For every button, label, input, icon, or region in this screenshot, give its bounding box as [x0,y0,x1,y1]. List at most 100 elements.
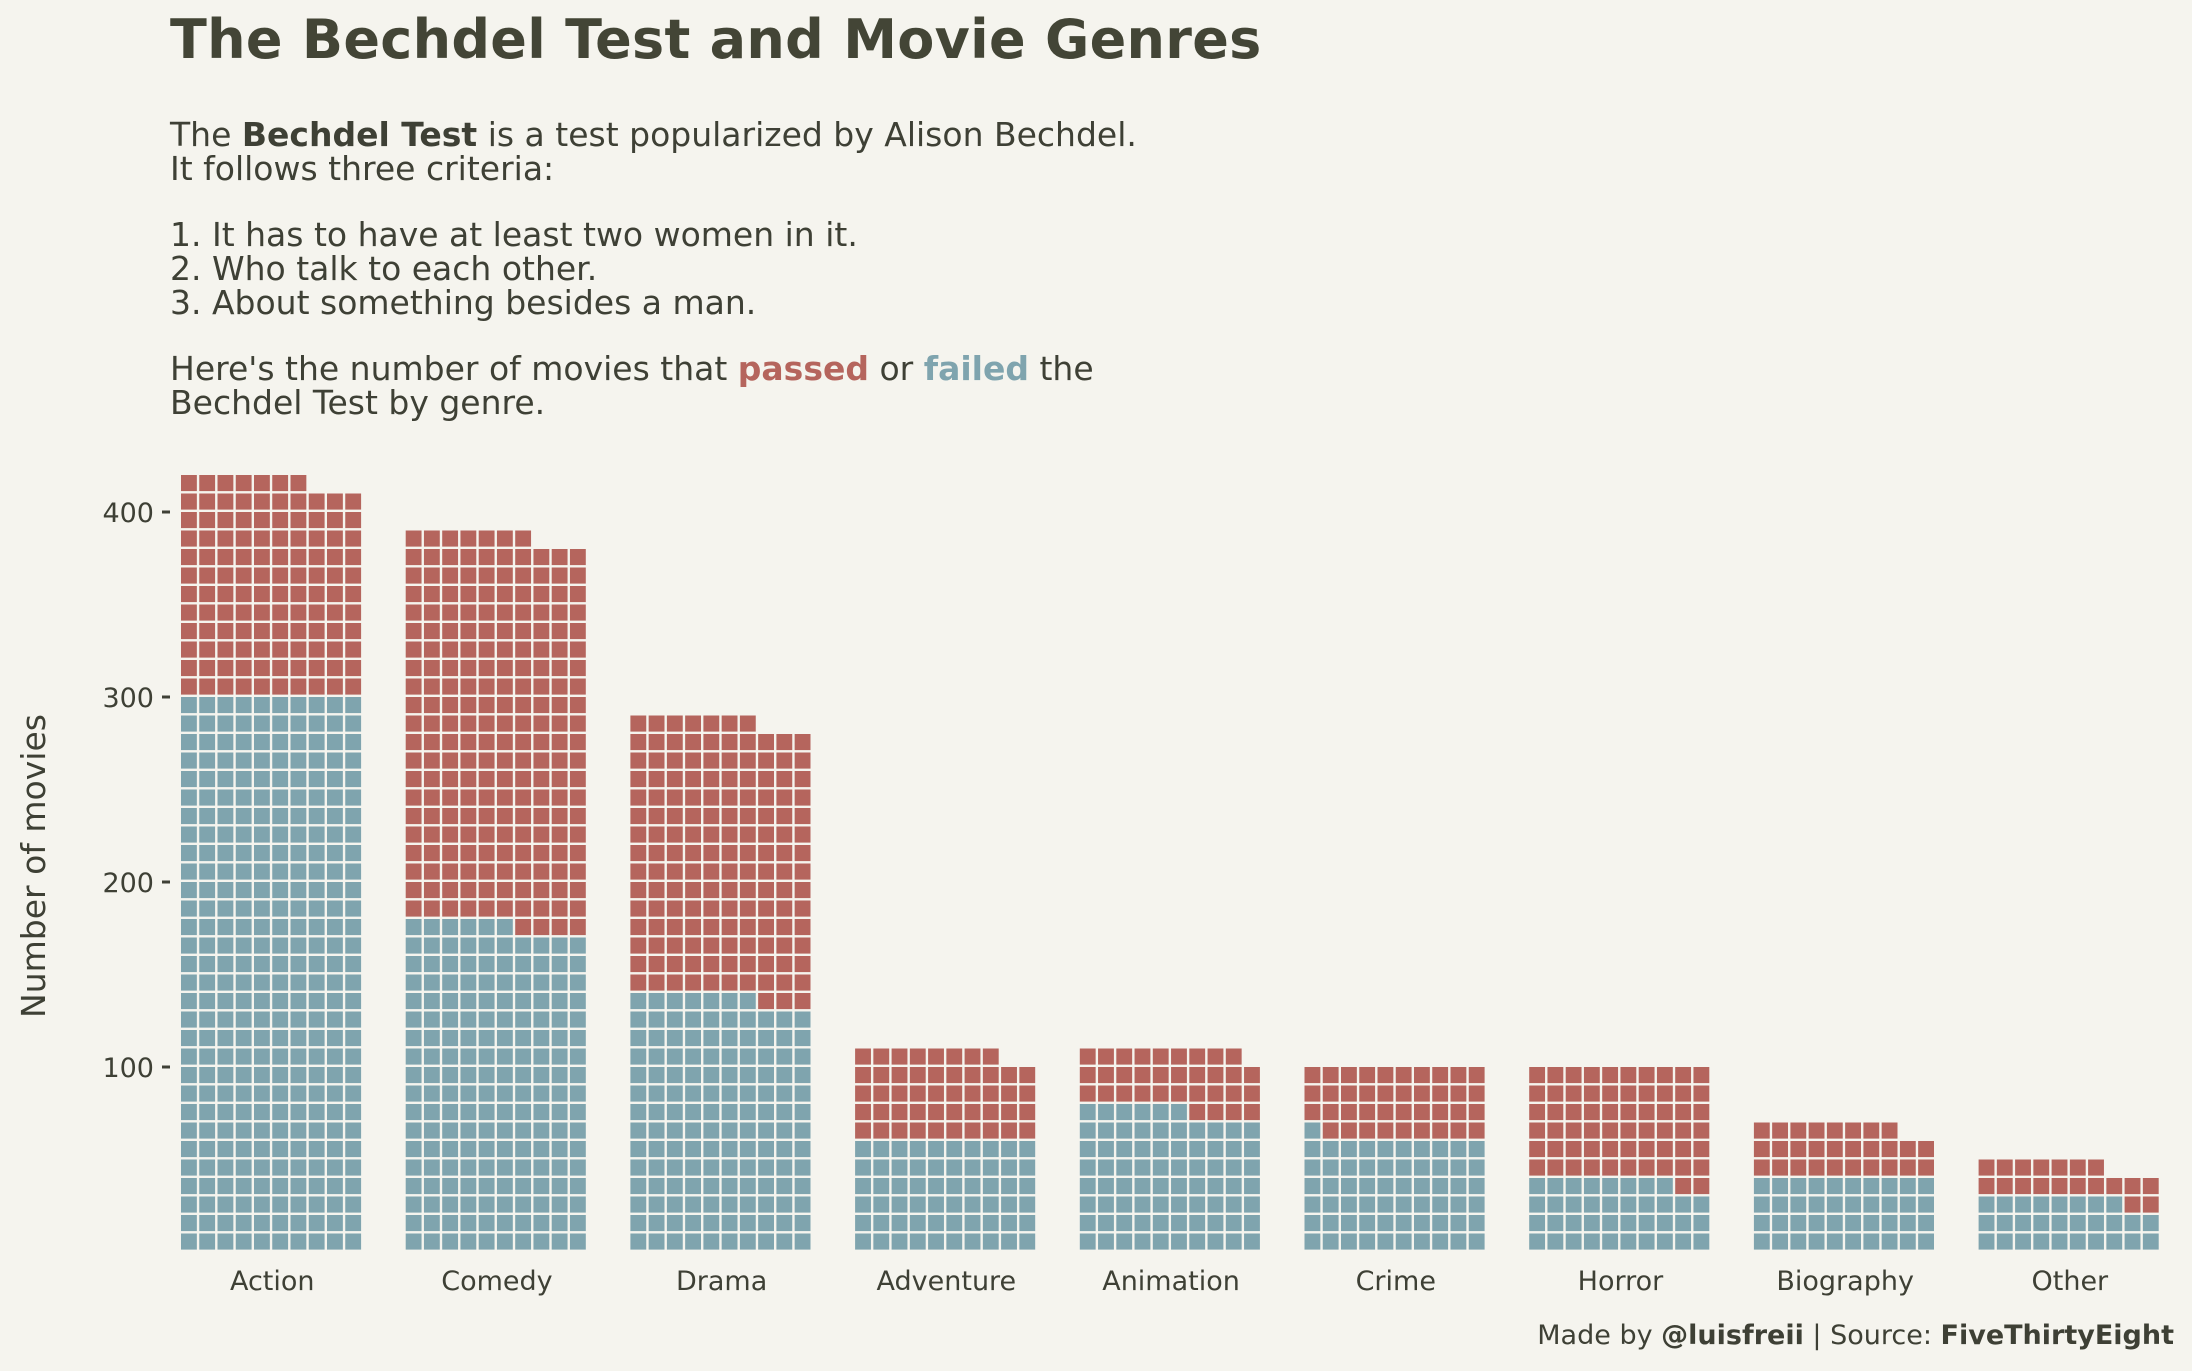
square-failed [235,826,252,843]
square-failed [891,1178,908,1195]
square-failed [290,1159,307,1176]
square-failed [1583,1178,1600,1195]
square-failed [533,937,550,954]
square-passed [515,678,532,695]
square-failed [308,808,325,825]
square-failed [569,1215,586,1232]
square-failed [327,1011,343,1028]
square-failed [909,1178,926,1195]
square-failed [758,1048,774,1065]
square-failed [217,1048,234,1065]
square-passed [478,567,495,584]
square-passed [776,863,793,880]
square-failed [515,956,532,973]
square-passed [478,863,495,880]
square-failed [794,1030,811,1047]
square-failed [703,1196,720,1213]
square-passed [551,678,568,695]
square-failed [199,752,216,769]
square-passed [1675,1085,1692,1102]
square-passed [1656,1085,1673,1102]
square-passed [685,882,701,899]
square-failed [964,1159,981,1176]
square-passed [666,956,683,973]
square-passed [1547,1122,1564,1139]
square-failed [1152,1215,1169,1232]
square-failed [217,1178,234,1195]
square-failed [630,1159,647,1176]
square-passed [1079,1048,1096,1065]
square-passed [254,678,270,695]
square-failed [703,1048,720,1065]
square-failed [1134,1141,1151,1158]
square-failed [442,1122,459,1139]
square-passed [423,845,440,862]
square-passed [515,845,532,862]
square-failed [928,1233,944,1250]
square-failed [569,993,586,1010]
square-failed [327,956,343,973]
square-failed [1547,1196,1564,1213]
square-passed [1826,1141,1843,1158]
square-failed [345,1104,362,1121]
square-failed [1322,1215,1339,1232]
square-passed [533,789,550,806]
square-failed [630,993,647,1010]
square-failed [345,771,362,788]
square-failed [666,1122,683,1139]
square-failed [630,1067,647,1084]
square-passed [551,845,568,862]
square-passed [496,789,513,806]
square-failed [290,1030,307,1047]
square-passed [533,900,550,917]
square-passed [776,900,793,917]
square-failed [776,1196,793,1213]
square-failed [666,1196,683,1213]
square-passed [1019,1122,1036,1139]
square-passed [515,919,532,936]
square-passed [855,1122,871,1139]
square-failed [181,826,197,843]
square-failed [776,1141,793,1158]
square-passed [946,1122,963,1139]
square-failed [739,1233,756,1250]
square-failed [1001,1233,1017,1250]
square-passed [181,549,197,566]
square-failed [217,882,234,899]
square-failed [345,808,362,825]
square-failed [478,974,495,991]
square-failed [1079,1141,1096,1158]
square-failed [345,826,362,843]
square-failed [1341,1141,1357,1158]
square-passed [533,604,550,621]
square-passed [721,956,738,973]
square-failed [515,937,532,954]
square-failed [345,1233,362,1250]
square-passed [1171,1067,1187,1084]
square-failed [442,1067,459,1084]
square-passed [308,493,325,510]
square-failed [217,1085,234,1102]
square-passed [1638,1085,1655,1102]
square-failed [217,752,234,769]
square-passed [1171,1085,1187,1102]
square-failed [1620,1215,1637,1232]
square-failed [423,1215,440,1232]
square-failed [1450,1196,1467,1213]
square-passed [721,734,738,751]
square-passed [873,1048,890,1065]
square-failed [1772,1196,1788,1213]
square-passed [703,826,720,843]
square-passed [1790,1159,1807,1176]
square-failed [666,1085,683,1102]
square-passed [327,641,343,658]
square-failed [928,1178,944,1195]
square-failed [308,1159,325,1176]
square-passed [405,715,422,732]
square-passed [199,567,216,584]
square-failed [873,1233,890,1250]
square-passed [982,1104,999,1121]
square-failed [199,1196,216,1213]
square-failed [758,1067,774,1084]
square-passed [855,1048,871,1065]
